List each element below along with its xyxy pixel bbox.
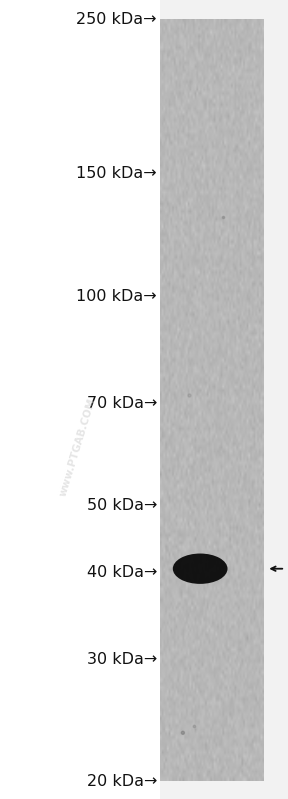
Text: 70 kDa→: 70 kDa→: [87, 396, 157, 411]
Point: [181, 726, 185, 739]
Point: [186, 389, 191, 402]
Text: www.PTGAB.COM: www.PTGAB.COM: [58, 397, 98, 498]
Bar: [160, 20, 264, 781]
Text: 50 kDa→: 50 kDa→: [87, 498, 157, 513]
Text: 250 kDa→: 250 kDa→: [76, 13, 157, 27]
Point: [192, 720, 197, 733]
Text: 150 kDa→: 150 kDa→: [76, 166, 157, 181]
Text: 100 kDa→: 100 kDa→: [76, 288, 157, 304]
Text: 20 kDa→: 20 kDa→: [87, 774, 157, 789]
Ellipse shape: [173, 554, 228, 584]
Bar: [0, 0, 160, 799]
Point: [221, 211, 226, 224]
Text: 30 kDa→: 30 kDa→: [87, 652, 157, 666]
Text: 40 kDa→: 40 kDa→: [87, 565, 157, 580]
